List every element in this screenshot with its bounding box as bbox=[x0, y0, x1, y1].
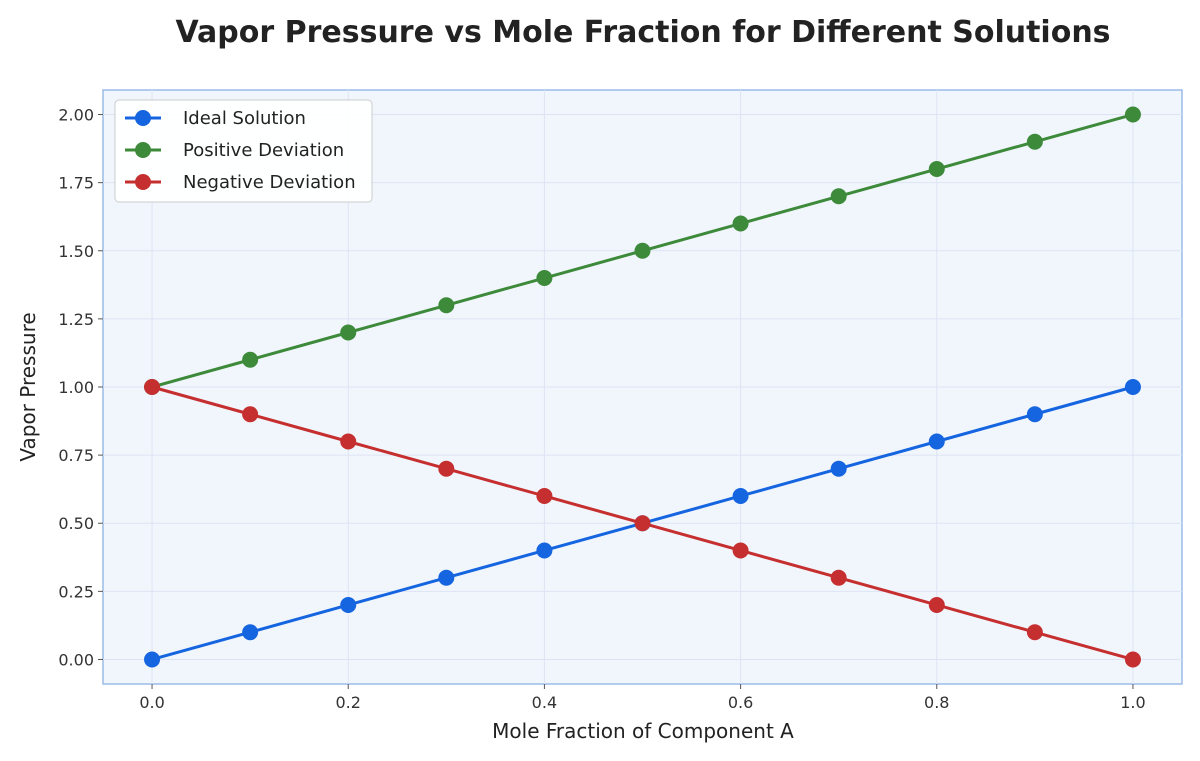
data-point-negative-deviation bbox=[1026, 624, 1043, 641]
data-point-ideal-solution bbox=[144, 651, 161, 668]
data-point-positive-deviation bbox=[1124, 106, 1141, 123]
data-point-negative-deviation bbox=[634, 515, 651, 532]
legend-swatch-marker bbox=[135, 174, 151, 190]
y-tick-label: 1.75 bbox=[58, 174, 94, 193]
y-tick-label: 0.75 bbox=[58, 446, 94, 465]
y-tick-label: 0.00 bbox=[58, 650, 94, 669]
data-point-ideal-solution bbox=[438, 569, 455, 586]
data-point-positive-deviation bbox=[928, 161, 945, 178]
legend-swatch-marker bbox=[135, 142, 151, 158]
x-tick-label: 0.2 bbox=[336, 693, 361, 712]
data-point-positive-deviation bbox=[732, 215, 749, 232]
data-point-positive-deviation bbox=[242, 351, 259, 368]
data-point-negative-deviation bbox=[242, 406, 259, 423]
y-tick-label: 1.50 bbox=[58, 242, 94, 261]
data-point-ideal-solution bbox=[1026, 406, 1043, 423]
data-point-negative-deviation bbox=[732, 542, 749, 559]
x-tick-label: 0.0 bbox=[139, 693, 164, 712]
y-tick-label: 1.00 bbox=[58, 378, 94, 397]
legend-entry-positive-deviation: Positive Deviation bbox=[125, 140, 344, 161]
x-axis-label: Mole Fraction of Component A bbox=[492, 719, 794, 743]
legend-label: Ideal Solution bbox=[183, 108, 306, 129]
data-point-ideal-solution bbox=[1124, 379, 1141, 395]
chart-title: Vapor Pressure vs Mole Fraction for Diff… bbox=[175, 15, 1110, 50]
legend-box bbox=[114, 99, 373, 203]
data-point-negative-deviation bbox=[830, 569, 847, 586]
series-layer bbox=[144, 106, 1141, 668]
x-tick-label: 0.8 bbox=[924, 693, 949, 712]
data-point-negative-deviation bbox=[438, 460, 455, 477]
y-tick-label: 2.00 bbox=[58, 106, 94, 125]
y-axis-label: Vapor Pressure bbox=[16, 312, 40, 461]
y-tick-label: 0.50 bbox=[58, 514, 94, 533]
legend: Ideal Solution Positive Deviation Negative… bbox=[114, 99, 373, 203]
data-point-negative-deviation bbox=[144, 379, 161, 395]
legend-swatch-marker bbox=[135, 110, 151, 126]
data-point-positive-deviation bbox=[438, 297, 455, 314]
data-point-negative-deviation bbox=[340, 433, 357, 450]
data-point-negative-deviation bbox=[536, 487, 553, 504]
data-point-negative-deviation bbox=[928, 596, 945, 613]
data-point-ideal-solution bbox=[340, 596, 357, 613]
data-point-negative-deviation bbox=[1124, 651, 1141, 668]
x-tick-label: 0.4 bbox=[532, 693, 557, 712]
series-positive-deviation bbox=[144, 106, 1141, 395]
data-point-ideal-solution bbox=[830, 460, 847, 477]
data-point-positive-deviation bbox=[536, 270, 553, 287]
y-tick-label: 1.25 bbox=[58, 310, 94, 329]
data-point-ideal-solution bbox=[928, 433, 945, 450]
x-tick-label: 0.6 bbox=[728, 693, 753, 712]
data-point-positive-deviation bbox=[340, 324, 357, 341]
data-point-ideal-solution bbox=[242, 624, 259, 641]
y-tick-label: 0.25 bbox=[58, 582, 94, 601]
data-point-positive-deviation bbox=[634, 242, 651, 259]
legend-label: Positive Deviation bbox=[183, 140, 344, 161]
data-point-positive-deviation bbox=[830, 188, 847, 205]
data-point-ideal-solution bbox=[536, 542, 553, 559]
series-negative-deviation bbox=[144, 379, 1141, 668]
legend-label: Negative Deviation bbox=[183, 172, 356, 193]
data-point-positive-deviation bbox=[1026, 133, 1043, 150]
legend-entry-negative-deviation: Negative Deviation bbox=[125, 172, 356, 193]
x-tick-label: 1.0 bbox=[1120, 693, 1145, 712]
axis-ticks: 0.0 0.2 0.4 0.6 0.8 1.0 0.00 0.25 0.50 0.75 1.00 1.… bbox=[58, 106, 1145, 712]
legend-entry-ideal-solution: Ideal Solution bbox=[125, 108, 306, 129]
data-point-ideal-solution bbox=[732, 487, 749, 504]
